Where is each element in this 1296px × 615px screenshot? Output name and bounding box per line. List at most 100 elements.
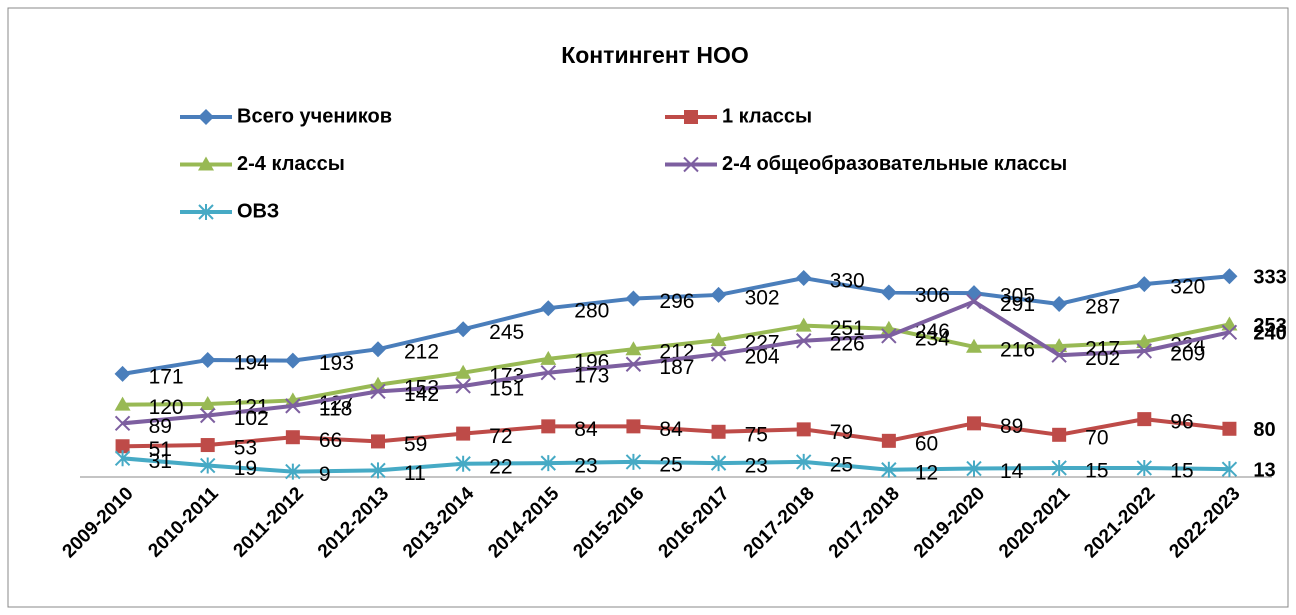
marker-shape xyxy=(540,364,556,381)
marker-shape xyxy=(796,422,811,437)
data-point xyxy=(540,300,557,317)
marker-shape xyxy=(455,455,471,472)
data-label: 240 xyxy=(1253,323,1286,345)
data-point xyxy=(1221,324,1238,341)
marker-shape xyxy=(710,286,727,303)
data-point xyxy=(285,463,301,480)
data-point xyxy=(456,426,471,441)
data-label: 11 xyxy=(404,462,426,485)
data-point xyxy=(625,290,642,307)
marker-shape xyxy=(285,430,300,445)
data-label: 251 xyxy=(830,317,865,340)
data-label: 280 xyxy=(574,300,609,323)
marker-shape xyxy=(1136,343,1152,359)
series-line xyxy=(122,417,1230,449)
marker-shape xyxy=(625,453,642,470)
marker-shape xyxy=(1136,276,1153,293)
data-label: 302 xyxy=(745,286,780,309)
data-label: 330 xyxy=(830,270,865,293)
data-point xyxy=(625,453,642,470)
data-point xyxy=(200,457,216,474)
data-label: 13 xyxy=(1253,459,1275,481)
data-label: 306 xyxy=(915,284,950,307)
data-label: 245 xyxy=(489,321,524,344)
marker-shape xyxy=(285,398,301,414)
data-label: 226 xyxy=(830,332,865,355)
legend-marker xyxy=(684,110,698,124)
data-point xyxy=(540,350,557,365)
data-point xyxy=(796,453,812,470)
marker-shape xyxy=(1051,459,1067,476)
data-label: 66 xyxy=(319,429,342,452)
marker-shape xyxy=(795,270,812,287)
marker-shape xyxy=(284,352,301,369)
data-label: 23 xyxy=(574,455,597,478)
data-point xyxy=(285,430,300,445)
marker-shape xyxy=(114,450,131,467)
data-point xyxy=(710,286,727,303)
data-label: 9 xyxy=(319,463,331,486)
data-point xyxy=(540,364,556,381)
data-label: 72 xyxy=(489,425,512,448)
marker-shape xyxy=(114,365,131,382)
data-label: 89 xyxy=(1000,415,1023,438)
data-point xyxy=(370,341,386,358)
marker-shape xyxy=(199,352,216,369)
data-point xyxy=(455,378,471,394)
data-label: 96 xyxy=(1170,411,1193,434)
data-point xyxy=(1221,268,1238,285)
marker-shape xyxy=(114,415,131,432)
data-point xyxy=(880,284,897,301)
marker-shape xyxy=(370,462,386,479)
data-point xyxy=(966,338,982,353)
marker-shape xyxy=(625,341,642,356)
data-point xyxy=(796,333,812,349)
data-label: 70 xyxy=(1085,426,1108,449)
marker-shape xyxy=(1222,421,1237,436)
data-point xyxy=(1051,338,1068,353)
data-label: 291 xyxy=(1000,293,1035,316)
data-point xyxy=(795,317,812,332)
marker-shape xyxy=(710,332,727,347)
marker-shape xyxy=(1051,347,1067,363)
data-point xyxy=(285,398,301,414)
marker-shape xyxy=(370,341,386,358)
data-point xyxy=(114,415,131,432)
data-point xyxy=(1051,347,1067,363)
data-point xyxy=(710,346,727,362)
series-line xyxy=(122,456,1230,474)
data-point xyxy=(1136,459,1152,476)
marker-shape xyxy=(1221,461,1238,478)
data-label: 305 xyxy=(1000,285,1035,308)
data-point xyxy=(455,364,472,379)
data-point xyxy=(626,419,641,434)
marker-shape xyxy=(966,460,982,477)
legend-marker xyxy=(198,156,214,171)
data-label: 15 xyxy=(1170,460,1193,483)
marker-shape xyxy=(711,424,726,439)
data-label: 79 xyxy=(830,421,853,444)
data-point xyxy=(1051,295,1068,312)
marker-shape xyxy=(198,109,214,125)
marker-shape xyxy=(796,453,812,470)
data-label: 120 xyxy=(149,396,184,419)
data-label: 173 xyxy=(574,364,609,387)
marker-shape xyxy=(625,290,642,307)
data-point xyxy=(370,383,386,400)
marker-shape xyxy=(967,416,981,431)
marker-shape xyxy=(198,204,214,220)
chart-frame xyxy=(7,7,1289,608)
data-label: 19 xyxy=(234,457,257,480)
marker-shape xyxy=(200,457,216,474)
data-point xyxy=(455,321,472,338)
legend-label: 1 классы xyxy=(722,105,812,127)
data-label: 53 xyxy=(234,437,257,460)
marker-shape xyxy=(200,438,215,453)
marker-shape xyxy=(710,346,727,362)
data-point xyxy=(199,352,216,369)
data-label: 60 xyxy=(915,432,938,455)
data-point xyxy=(966,460,982,477)
data-label: 51 xyxy=(149,438,172,461)
data-label: 102 xyxy=(234,407,269,430)
marker-shape xyxy=(1221,324,1238,341)
